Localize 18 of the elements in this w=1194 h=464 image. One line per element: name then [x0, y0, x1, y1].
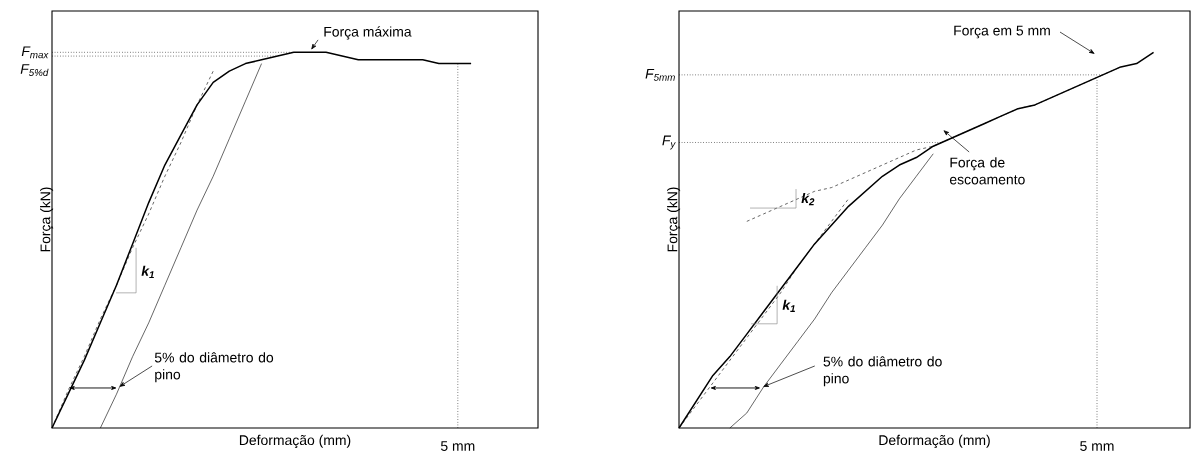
- y-axis-title: Força (kN): [40, 187, 54, 252]
- ref-line-label: F$_{max}$: [21, 46, 49, 59]
- annotation: k$_{1}$: [782, 299, 795, 312]
- text: Força em 5 mm: [954, 25, 1050, 39]
- ref-line-label: F$_{5%d}$: [20, 64, 49, 76]
- ref-line-label: F$_{5mm}$: [645, 68, 675, 81]
- ref-line-label: F$_{y}$: [662, 135, 676, 150]
- annotation: 5% do diâmetro do pino: [823, 356, 942, 387]
- y-axis-title: Força (kN): [667, 187, 681, 252]
- annotation: k$_{2}$: [801, 192, 815, 206]
- x-axis-title: Deformação (mm): [239, 434, 351, 448]
- text: 5 mm: [1080, 441, 1114, 451]
- annotation: 5% do diâmetro do pino: [154, 352, 274, 383]
- annotation: k$_{1}$: [141, 265, 154, 278]
- annotation: Força de escoamento: [949, 157, 1025, 185]
- text: Força máxima: [324, 26, 412, 40]
- x-axis-title: Deformação (mm): [879, 434, 990, 448]
- text: 5 mm: [440, 441, 475, 451]
